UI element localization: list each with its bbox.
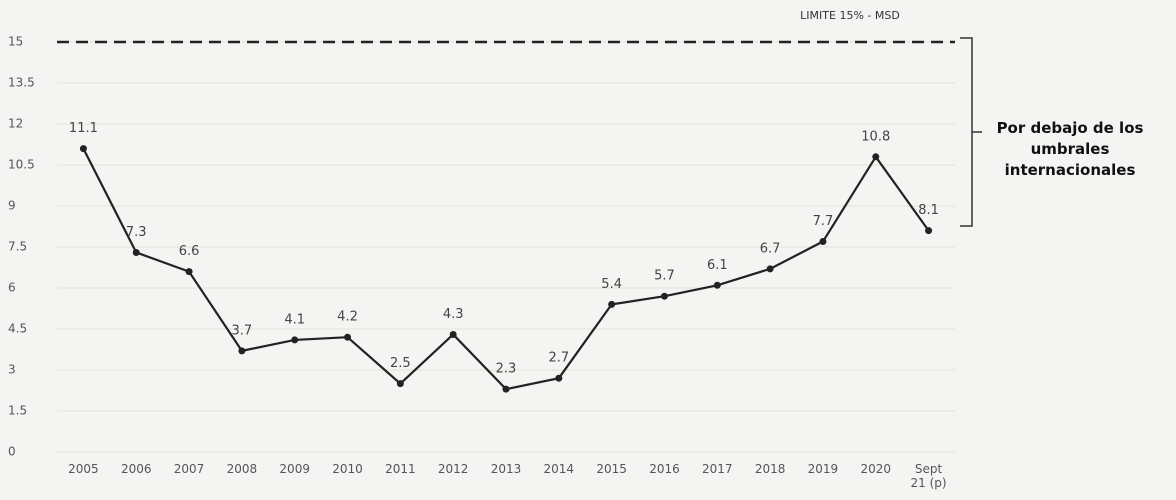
- point: [872, 153, 880, 161]
- x-tick-label: 2015: [596, 462, 627, 476]
- y-tick-label: 9: [8, 199, 16, 213]
- data-label: 4.1: [284, 312, 305, 327]
- y-tick-label: 0: [8, 445, 16, 459]
- y-tick-label: 10.5: [8, 158, 35, 172]
- x-tick-label: 2014: [543, 462, 575, 476]
- data-label: 2.5: [390, 356, 411, 371]
- data-label: 11.1: [69, 121, 98, 136]
- data-label: 10.8: [861, 129, 890, 144]
- x-tick-label: 2017: [702, 462, 733, 476]
- data-label: 3.7: [232, 323, 253, 338]
- y-tick-label: 15: [8, 35, 23, 49]
- y-tick-label: 4.5: [8, 322, 27, 336]
- point: [819, 238, 827, 246]
- data-label: 5.4: [601, 277, 622, 292]
- x-tick-label: 2012: [437, 462, 469, 476]
- data-label: 8.1: [918, 203, 939, 218]
- data-label: 7.7: [813, 214, 834, 229]
- x-tick-label: Sept 21 (p): [910, 462, 947, 490]
- point: [660, 292, 668, 300]
- y-tick-label: 7.5: [8, 240, 27, 254]
- data-label: 2.3: [496, 362, 517, 377]
- x-tick-label: 2006: [120, 462, 152, 476]
- x-tick-label: 2009: [279, 462, 310, 476]
- x-tick-label: 2018: [754, 462, 786, 476]
- x-tick-label: 2016: [649, 462, 680, 476]
- data-label: 5.7: [654, 269, 675, 284]
- bracket: [960, 37, 982, 227]
- x-tick-label: 2008: [226, 462, 258, 476]
- point: [925, 227, 933, 235]
- point: [132, 248, 140, 256]
- reference-label: LIMITE 15% - MSD: [800, 9, 900, 22]
- point: [502, 385, 510, 393]
- x-tick-label: 2011: [385, 462, 416, 476]
- point: [344, 333, 352, 341]
- point: [608, 300, 616, 308]
- point: [238, 347, 246, 355]
- data-label: 6.6: [179, 244, 200, 259]
- point: [185, 268, 193, 276]
- point: [766, 265, 774, 273]
- point: [291, 336, 299, 344]
- point: [79, 145, 87, 153]
- y-tick-label: 6: [8, 281, 16, 295]
- x-tick-label: 2007: [173, 462, 205, 476]
- data-label: 6.1: [707, 258, 728, 273]
- y-tick-label: 1.5: [8, 404, 27, 418]
- annotation: Por debajo de los umbrales internacional…: [996, 119, 1144, 179]
- data-label: 4.3: [443, 307, 464, 322]
- line: [82, 148, 930, 391]
- x-tick-label: 2013: [490, 462, 522, 476]
- y-tick-label: 12: [8, 117, 23, 131]
- point: [713, 281, 721, 289]
- y-tick-label: 13.5: [8, 76, 35, 90]
- data-label: 6.7: [760, 241, 781, 256]
- data-label: 4.2: [337, 310, 358, 325]
- x-tick-label: 2020: [860, 462, 892, 476]
- y-tick-label: 3: [8, 363, 16, 377]
- x-tick-label: 2005: [68, 462, 99, 476]
- x-tick-label: 2019: [807, 462, 839, 476]
- point: [396, 380, 404, 388]
- point: [449, 330, 457, 338]
- data-label: 7.3: [126, 225, 147, 240]
- data-label: 2.7: [548, 351, 569, 366]
- point: [555, 374, 563, 382]
- x-tick-label: 2010: [332, 462, 363, 476]
